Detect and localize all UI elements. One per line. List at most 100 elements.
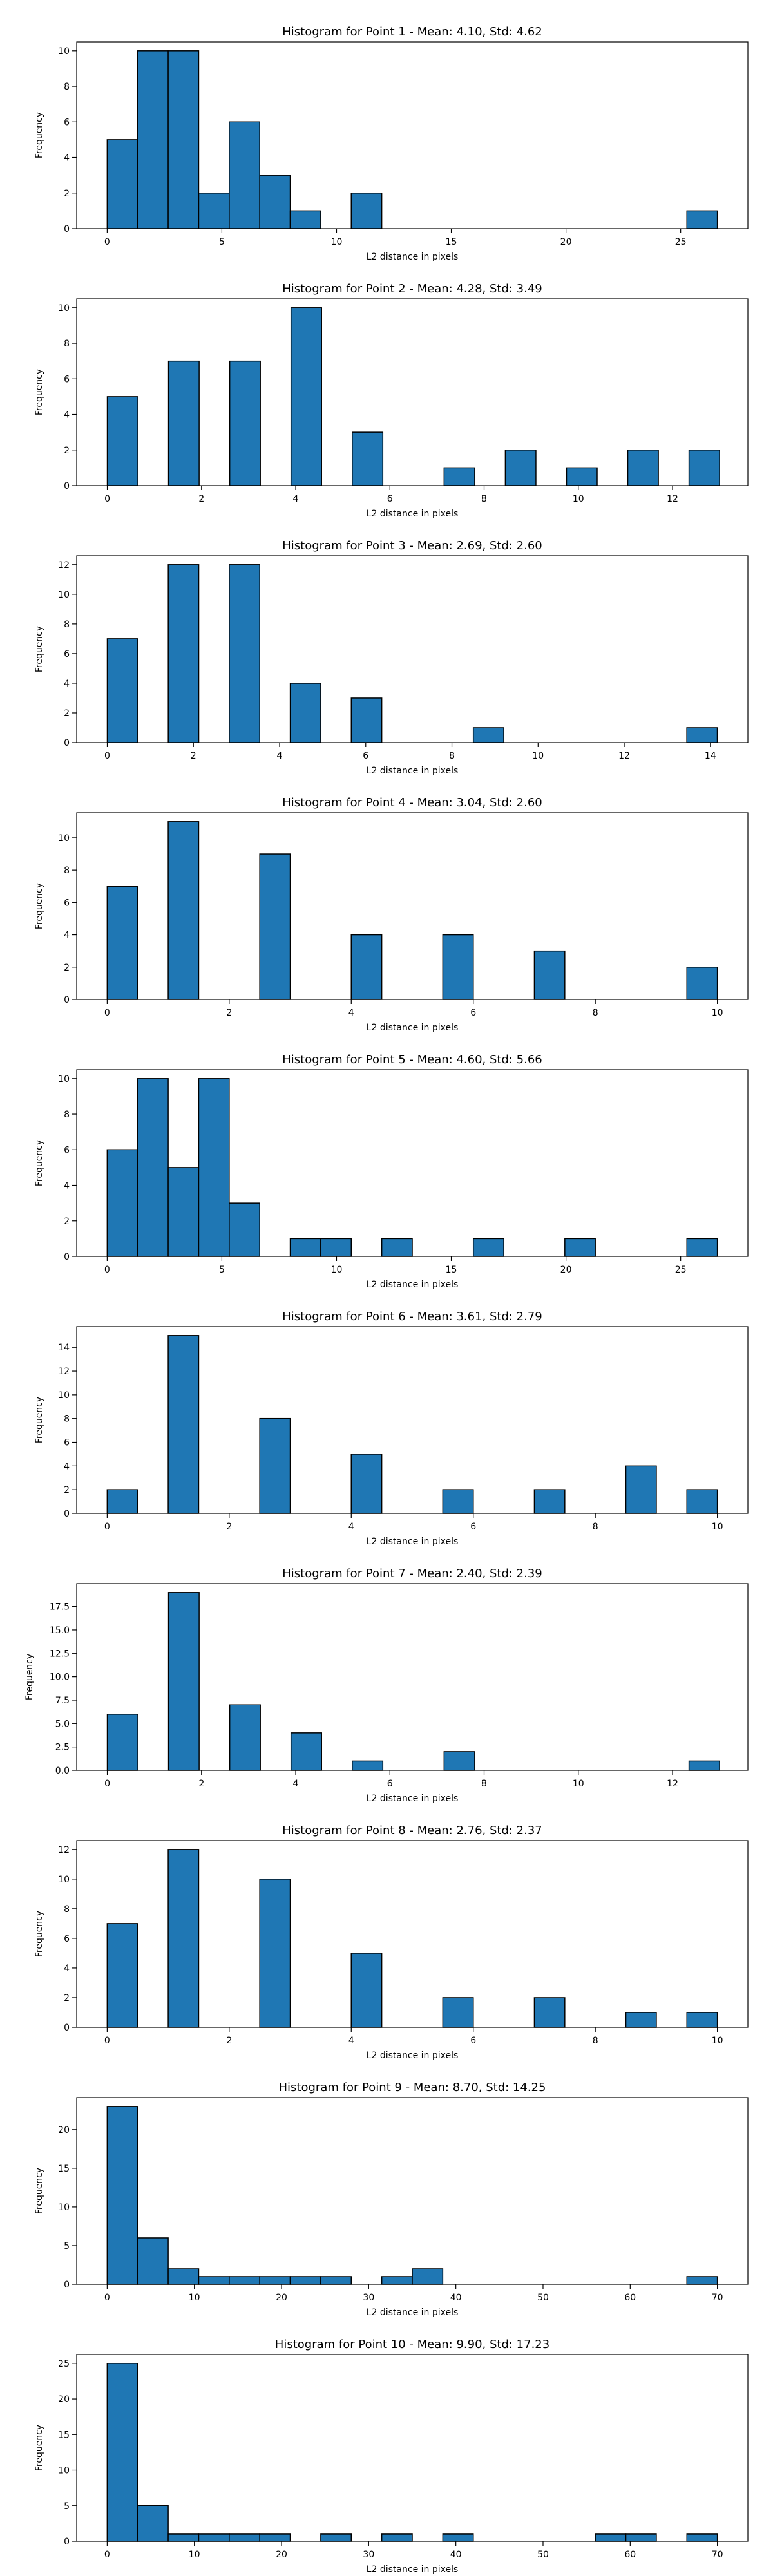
- x-tick-label: 10: [331, 237, 343, 247]
- axes-frame: [76, 2097, 749, 2285]
- x-tick-label: 10: [532, 751, 544, 761]
- chart-title: Histogram for Point 4 - Mean: 3.04, Std:…: [282, 796, 542, 810]
- histogram-bar: [625, 2012, 657, 2028]
- x-tick-label: 10: [712, 1522, 723, 1532]
- y-axis-label: Frequency: [34, 1397, 44, 1443]
- x-tick-label: 8: [449, 751, 455, 761]
- y-tick-label: 6: [64, 374, 70, 384]
- histogram-bar: [289, 2276, 321, 2285]
- y-tick-label: 12: [58, 1845, 70, 1855]
- x-axis-label: L2 distance in pixels: [367, 1537, 459, 1547]
- x-axis-label: L2 distance in pixels: [367, 1023, 459, 1033]
- x-tick-label: 6: [363, 751, 368, 761]
- histogram-bar: [259, 2533, 291, 2542]
- histogram-panel-5: Histogram for Point 5 - Mean: 4.60, Std:…: [34, 1053, 749, 1290]
- histogram-bar: [625, 2533, 657, 2542]
- x-tick-label: 40: [450, 2293, 462, 2303]
- x-tick-label: 20: [276, 2550, 287, 2560]
- histogram-bar: [167, 1167, 200, 1257]
- histogram-bar: [504, 450, 537, 486]
- y-tick-label: 6: [64, 898, 70, 908]
- histogram-bar: [688, 1760, 720, 1771]
- y-tick-label: 6: [64, 649, 70, 659]
- y-axis-label: Frequency: [34, 1911, 44, 1957]
- x-tick-label: 6: [470, 1522, 476, 1532]
- y-tick-label: 0: [64, 2023, 70, 2033]
- histogram-panel-1: Histogram for Point 1 - Mean: 4.10, Std:…: [34, 25, 749, 262]
- x-tick-label: 12: [667, 1779, 678, 1789]
- histogram-bar: [106, 139, 138, 229]
- histogram-bar: [198, 193, 230, 229]
- histogram-bar: [167, 1592, 200, 1771]
- x-tick-label: 20: [276, 2293, 287, 2303]
- x-tick-label: 6: [470, 1008, 476, 1018]
- y-tick-label: 17.5: [50, 1602, 70, 1613]
- x-tick-label: 10: [573, 1779, 584, 1789]
- y-tick-label: 2: [64, 708, 70, 719]
- histogram-bar: [229, 2276, 260, 2285]
- y-tick-label: 8: [64, 866, 70, 876]
- chart-title: Histogram for Point 2 - Mean: 4.28, Std:…: [282, 282, 542, 296]
- histogram-bar: [290, 307, 322, 486]
- x-tick-label: 20: [560, 1265, 572, 1275]
- histogram-bar: [625, 1465, 657, 1514]
- x-tick-label: 60: [624, 2293, 636, 2303]
- histogram-bar: [442, 1489, 474, 1514]
- x-axis-label: L2 distance in pixels: [367, 766, 459, 776]
- histogram-bar: [137, 2505, 169, 2542]
- y-tick-label: 0: [64, 738, 70, 748]
- histogram-bar: [198, 2276, 230, 2285]
- y-axis-label: Frequency: [34, 1140, 44, 1186]
- histogram-bar: [320, 1238, 352, 1257]
- x-tick-label: 5: [219, 237, 225, 247]
- histogram-bar: [289, 210, 321, 229]
- x-tick-label: 2: [226, 1522, 232, 1532]
- x-tick-label: 30: [363, 2550, 374, 2560]
- x-tick-label: 2: [198, 494, 204, 504]
- y-tick-label: 10: [58, 1390, 70, 1401]
- y-tick-label: 10: [58, 2466, 70, 2476]
- x-tick-label: 10: [712, 2036, 723, 2046]
- x-tick-label: 4: [277, 751, 283, 761]
- x-axis-label: L2 distance in pixels: [367, 509, 459, 519]
- x-tick-label: 30: [363, 2293, 374, 2303]
- x-tick-label: 70: [712, 2550, 723, 2560]
- y-tick-label: 4: [64, 679, 70, 689]
- y-tick-label: 10: [58, 833, 70, 844]
- y-tick-label: 4: [64, 1461, 70, 1472]
- histogram-bar: [412, 2268, 444, 2285]
- histogram-bar: [167, 360, 200, 486]
- chart-title: Histogram for Point 9 - Mean: 8.70, Std:…: [279, 2081, 546, 2094]
- y-tick-label: 10: [58, 590, 70, 600]
- x-tick-label: 0: [104, 1779, 110, 1789]
- y-tick-label: 15: [58, 2164, 70, 2174]
- histogram-bar: [533, 950, 566, 1000]
- histogram-bar: [106, 1923, 138, 2028]
- y-tick-label: 2: [64, 1993, 70, 2003]
- y-tick-label: 10.0: [50, 1672, 70, 1683]
- axes-frame: [76, 812, 749, 1000]
- chart-title: Histogram for Point 8 - Mean: 2.76, Std:…: [282, 1824, 542, 1837]
- histogram-panel-8: Histogram for Point 8 - Mean: 2.76, Std:…: [34, 1824, 749, 2061]
- y-tick-label: 8: [64, 620, 70, 630]
- x-tick-label: 6: [470, 2036, 476, 2046]
- x-tick-label: 4: [293, 494, 299, 504]
- histogram-bar: [443, 467, 475, 486]
- y-axis-label: Frequency: [34, 369, 44, 415]
- histogram-bar: [259, 1417, 291, 1514]
- histogram-bar: [566, 467, 598, 486]
- histogram-bar: [229, 1704, 261, 1771]
- histogram-bar: [106, 2106, 138, 2285]
- histogram-bar: [290, 1732, 322, 1771]
- x-tick-label: 40: [450, 2550, 462, 2560]
- histogram-bar: [472, 727, 504, 743]
- y-tick-label: 14: [58, 1343, 70, 1353]
- histogram-bar: [167, 1849, 200, 2028]
- x-tick-label: 8: [593, 2036, 598, 2046]
- x-axis-label: L2 distance in pixels: [367, 1280, 459, 1290]
- x-tick-label: 70: [712, 2293, 723, 2303]
- histogram-bar: [106, 886, 138, 1000]
- histogram-bar: [595, 2533, 627, 2542]
- y-axis-label: Frequency: [34, 2425, 44, 2471]
- histogram-panel-10: Histogram for Point 10 - Mean: 9.90, Std…: [34, 2338, 749, 2575]
